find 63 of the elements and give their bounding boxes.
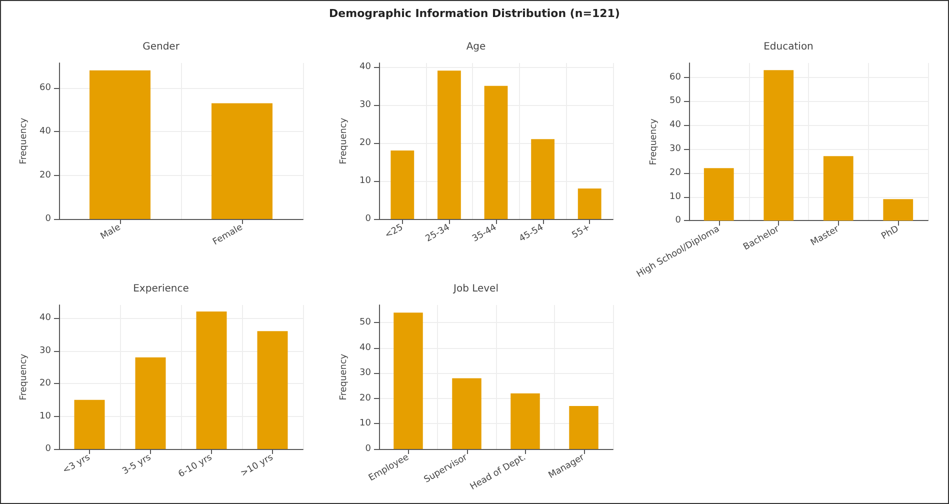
y-axis-title: Frequency	[649, 118, 660, 166]
y-tick-label: 40	[360, 62, 372, 72]
bar	[510, 393, 540, 449]
x-tick-label: <3 yrs	[61, 452, 92, 476]
y-tick-label: 0	[365, 214, 372, 224]
y-tick-label: 10	[360, 176, 372, 186]
y-tick-label: 10	[360, 418, 372, 429]
bar	[135, 357, 166, 449]
bar	[704, 168, 734, 221]
y-tick-label: 50	[360, 318, 372, 328]
y-tick-label: 60	[670, 72, 682, 82]
x-tick-label: PhD	[880, 224, 901, 242]
y-tick-label: 30	[360, 368, 372, 378]
chart-title: Age	[466, 42, 486, 52]
x-tick-label: 3-5 yrs	[120, 452, 154, 477]
y-axis-title: Frequency	[339, 353, 350, 400]
y-tick-label: 40	[40, 313, 52, 324]
y-tick-label: 20	[360, 393, 372, 404]
y-tick-label: 40	[360, 342, 372, 353]
bar	[74, 400, 105, 449]
y-tick-label: 0	[45, 444, 52, 454]
y-tick-label: 0	[675, 216, 682, 226]
bar	[257, 331, 288, 449]
bar	[196, 312, 227, 449]
bar	[569, 406, 598, 449]
y-tick-label: 30	[670, 144, 682, 154]
x-tick-label: >10 yrs	[239, 452, 276, 480]
y-tick-label: 10	[670, 192, 682, 202]
text: Demographic Information Distribution (n=121)	[328, 7, 621, 20]
chart-title: Education	[764, 42, 814, 52]
y-tick-label: 30	[40, 346, 52, 356]
y-tick-label: 0	[365, 444, 372, 454]
y-tick-label: 50	[670, 96, 682, 106]
chart-title: Experience	[133, 284, 189, 294]
y-tick-label: 20	[40, 378, 52, 389]
bar	[764, 70, 794, 221]
y-tick-label: 0	[45, 214, 52, 224]
x-tick-label: Male	[99, 222, 123, 242]
bar	[531, 139, 554, 219]
bar	[883, 199, 914, 221]
y-tick-label: 40	[670, 120, 682, 130]
bar	[390, 150, 414, 219]
bar	[438, 70, 461, 219]
y-tick-label: 20	[40, 170, 52, 180]
x-tick-label: 6-10 yrs	[177, 452, 214, 480]
y-tick-label: 40	[40, 126, 52, 137]
y-tick-label: 20	[360, 138, 372, 148]
y-axis-title: Frequency	[339, 117, 350, 164]
bar	[394, 312, 423, 449]
bar	[578, 188, 602, 219]
chart-title: Gender	[142, 42, 180, 52]
y-tick-label: 20	[670, 168, 682, 178]
y-tick-label: 30	[360, 100, 372, 110]
chart-title: Job Level	[452, 284, 498, 294]
y-tick-label: 60	[40, 82, 52, 93]
y-axis-title: Frequency	[19, 353, 30, 400]
bar	[823, 156, 854, 221]
x-tick-label: <25	[383, 222, 405, 241]
y-tick-label: 10	[40, 411, 52, 422]
x-tick-label: 55+	[570, 222, 592, 241]
y-axis-title: Frequency	[19, 117, 30, 164]
bar	[452, 378, 482, 449]
bar	[484, 86, 508, 219]
